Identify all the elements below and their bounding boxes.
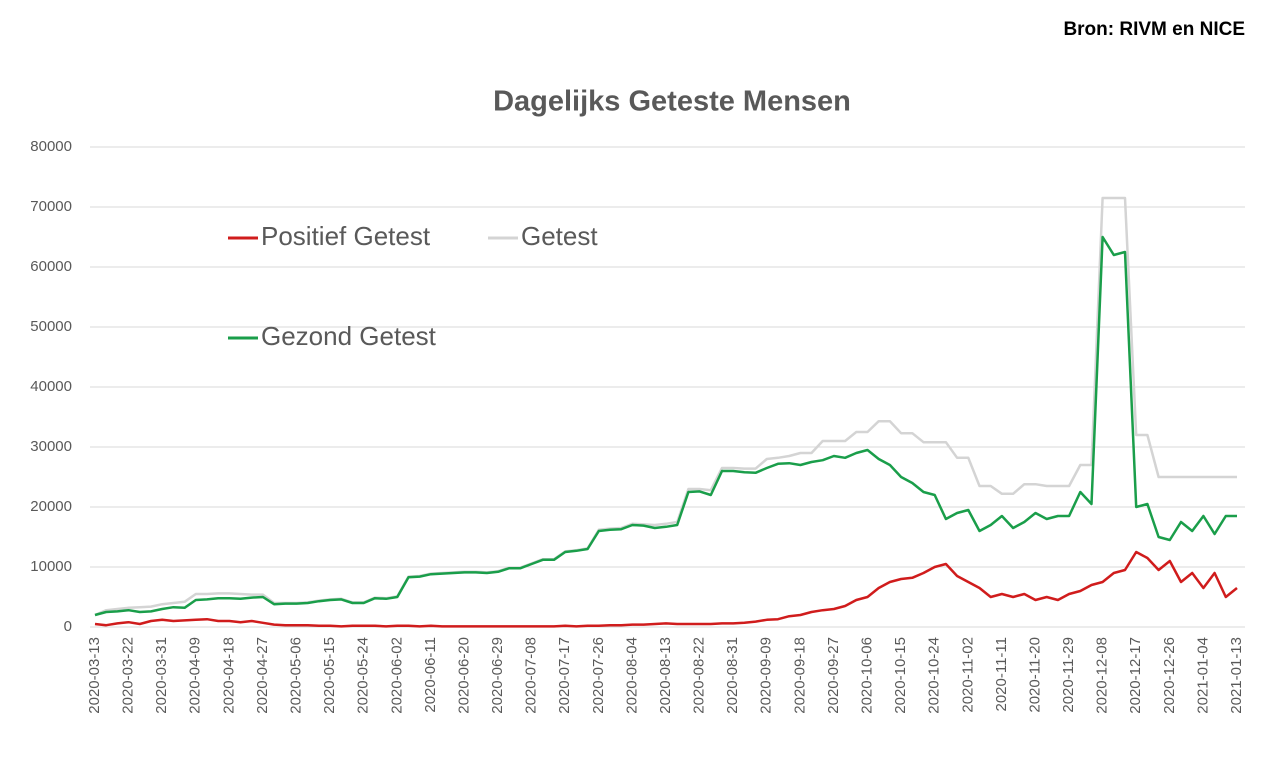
x-tick-label: 2020-09-18: [791, 637, 808, 714]
x-tick-label: 2021-01-13: [1228, 637, 1245, 714]
x-tick-label: 2020-11-29: [1060, 637, 1077, 713]
x-tick-label: 2020-06-02: [388, 637, 405, 714]
x-tick-label: 2020-12-17: [1127, 637, 1144, 714]
x-tick-label: 2020-05-15: [321, 637, 338, 714]
y-tick-label: 0: [64, 618, 72, 635]
x-tick-label: 2021-01-04: [1194, 637, 1211, 714]
y-tick-label: 70000: [30, 198, 72, 215]
y-tick-label: 40000: [30, 378, 72, 395]
y-tick-label: 20000: [30, 498, 72, 515]
x-tick-label: 2020-12-08: [1094, 637, 1111, 714]
x-tick-label: 2020-11-11: [993, 637, 1010, 712]
chart-title: Dagelijks Geteste Mensen: [493, 86, 851, 118]
x-tick-label: 2020-12-26: [1161, 637, 1178, 714]
data-line: [94, 550, 1238, 628]
x-tick-label: 2020-09-27: [825, 637, 842, 714]
y-tick-label: 50000: [30, 318, 72, 335]
y-tick-label: 10000: [30, 558, 72, 575]
x-tick-label: 2020-05-06: [287, 637, 304, 714]
x-tick-label: 2020-03-13: [86, 637, 103, 714]
x-tick-label: 2020-07-17: [556, 637, 573, 714]
legend-label: Positief Getest: [261, 221, 431, 251]
x-tick-label: 2020-06-20: [455, 637, 472, 714]
data-line: [94, 235, 1237, 617]
x-tick-label: 2020-10-15: [892, 637, 909, 714]
x-tick-label: 2020-08-31: [724, 637, 741, 714]
x-tick-label: 2020-09-09: [758, 637, 775, 714]
legend-label: Gezond Getest: [261, 321, 437, 351]
x-tick-label: 2020-06-29: [489, 637, 506, 714]
x-tick-label: 2020-03-31: [153, 637, 170, 714]
x-tick-label: 2020-08-22: [691, 637, 708, 714]
y-tick-label: 80000: [30, 138, 72, 155]
x-tick-label: 2020-05-24: [355, 637, 372, 714]
source-note: Bron: RIVM en NICE: [1063, 19, 1245, 40]
x-tick-label: 2020-07-26: [590, 637, 607, 714]
x-tick-label: 2020-11-02: [959, 637, 976, 713]
y-tick-label: 60000: [30, 258, 72, 275]
x-tick-label: 2020-06-11: [422, 637, 439, 713]
x-tick-label: 2020-08-13: [657, 637, 674, 714]
y-tick-label: 30000: [30, 438, 72, 455]
x-tick-label: 2020-10-06: [858, 637, 875, 714]
x-tick-label: 2020-04-27: [254, 637, 271, 714]
data-line: [94, 196, 1237, 617]
legend-label: Getest: [521, 221, 598, 251]
x-tick-label: 2020-08-04: [623, 637, 640, 714]
x-tick-label: 2020-11-20: [1026, 637, 1043, 713]
x-tick-label: 2020-07-08: [523, 637, 540, 714]
x-tick-label: 2020-10-24: [926, 637, 943, 714]
x-tick-label: 2020-04-09: [187, 637, 204, 714]
x-tick-label: 2020-04-18: [220, 637, 237, 714]
x-tick-label: 2020-03-22: [120, 637, 137, 714]
